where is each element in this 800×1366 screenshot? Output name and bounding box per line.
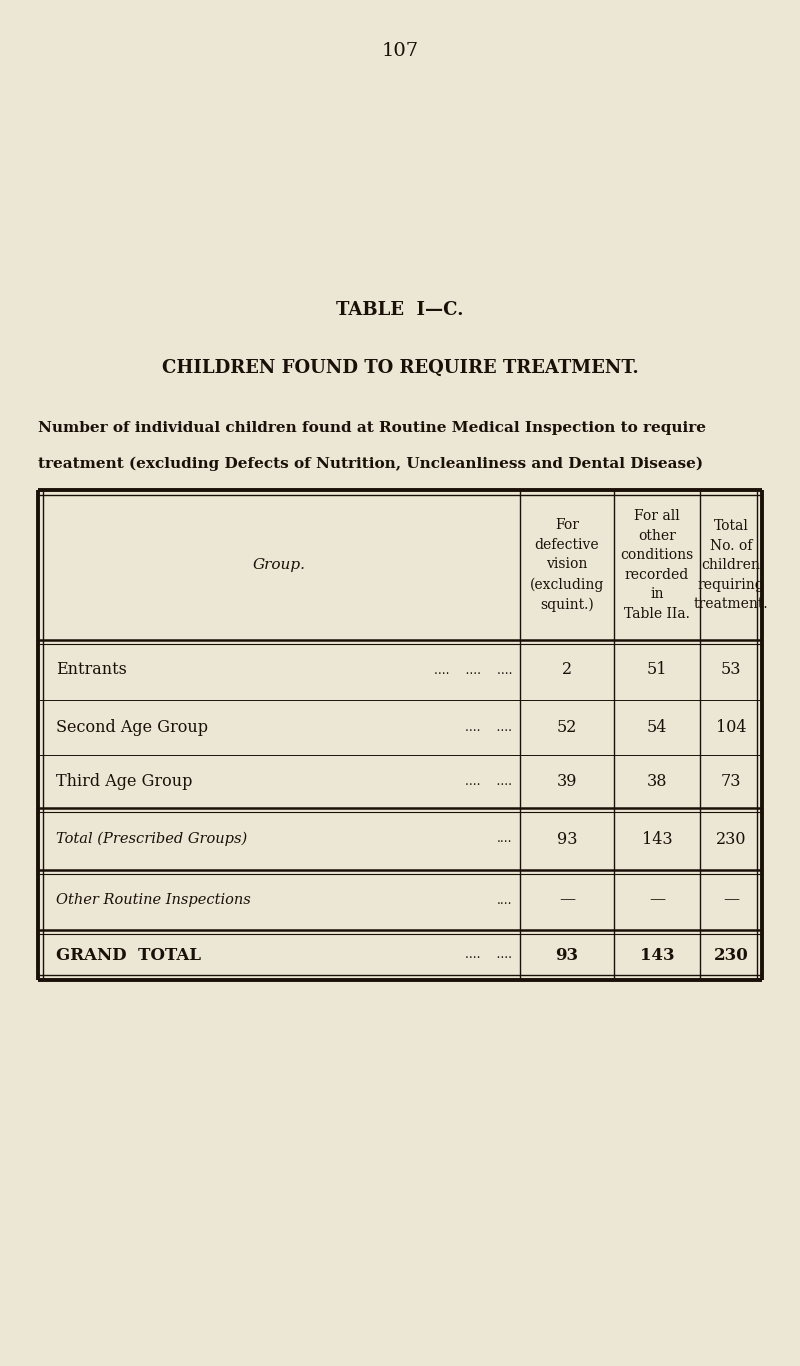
Text: 143: 143 bbox=[642, 831, 672, 847]
Text: ....    ....    ....: .... .... .... bbox=[434, 664, 512, 676]
Text: Other Routine Inspections: Other Routine Inspections bbox=[56, 893, 250, 907]
Text: 51: 51 bbox=[646, 661, 667, 679]
Text: ....    ....: .... .... bbox=[465, 948, 512, 962]
Text: ....: .... bbox=[497, 832, 512, 846]
Text: Group.: Group. bbox=[253, 557, 306, 572]
Text: Second Age Group: Second Age Group bbox=[56, 719, 208, 736]
Text: 54: 54 bbox=[647, 719, 667, 736]
Text: ....: .... bbox=[497, 893, 512, 907]
Text: Third Age Group: Third Age Group bbox=[56, 773, 192, 790]
Text: 52: 52 bbox=[557, 719, 577, 736]
Text: Number of individual children found at Routine Medical Inspection to require: Number of individual children found at R… bbox=[38, 421, 706, 434]
Text: 93: 93 bbox=[555, 947, 578, 963]
Text: For all
other
conditions
recorded
in
Table IIa.: For all other conditions recorded in Tab… bbox=[620, 510, 694, 620]
Text: 93: 93 bbox=[557, 831, 578, 847]
Text: —: — bbox=[559, 892, 575, 908]
Text: 53: 53 bbox=[721, 661, 742, 679]
Text: treatment (excluding Defects of Nutrition, Uncleanliness and Dental Disease): treatment (excluding Defects of Nutritio… bbox=[38, 456, 703, 471]
Text: 73: 73 bbox=[721, 773, 742, 790]
Text: ....    ....: .... .... bbox=[465, 721, 512, 734]
Text: 38: 38 bbox=[646, 773, 667, 790]
Text: 104: 104 bbox=[716, 719, 746, 736]
Text: For
defective
vision
(excluding
squint.): For defective vision (excluding squint.) bbox=[530, 519, 604, 612]
Text: CHILDREN FOUND TO REQUIRE TREATMENT.: CHILDREN FOUND TO REQUIRE TREATMENT. bbox=[162, 359, 638, 377]
Text: —: — bbox=[723, 892, 739, 908]
Text: 2: 2 bbox=[562, 661, 572, 679]
Text: 143: 143 bbox=[640, 947, 674, 963]
Text: Total
No. of
children
requiring
treatment.: Total No. of children requiring treatmen… bbox=[694, 519, 768, 611]
Text: TABLE  I—C.: TABLE I—C. bbox=[336, 301, 464, 320]
Text: Total (Prescribed Groups): Total (Prescribed Groups) bbox=[56, 832, 247, 846]
Text: Entrants: Entrants bbox=[56, 661, 127, 679]
Text: 107: 107 bbox=[382, 42, 418, 60]
Text: 39: 39 bbox=[557, 773, 578, 790]
Text: ....    ....: .... .... bbox=[465, 775, 512, 788]
Text: 230: 230 bbox=[714, 947, 748, 963]
Text: GRAND  TOTAL: GRAND TOTAL bbox=[56, 947, 201, 963]
Text: 230: 230 bbox=[716, 831, 746, 847]
Text: —: — bbox=[649, 892, 665, 908]
